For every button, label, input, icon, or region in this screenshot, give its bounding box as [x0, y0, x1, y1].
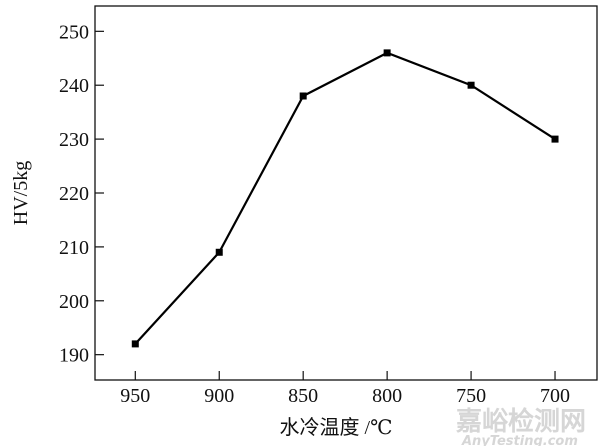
- watermark: 嘉峪检测网 AnyTesting.com: [456, 406, 586, 446]
- x-tick-label: 950: [120, 385, 150, 407]
- data-point: [131, 340, 139, 348]
- y-tick-label: 240: [59, 75, 89, 97]
- y-axis-label: HV/5kg: [10, 161, 32, 225]
- data-point: [467, 81, 475, 89]
- x-tick-label: 750: [456, 385, 486, 407]
- y-tick-label: 250: [59, 21, 89, 43]
- data-point: [551, 135, 559, 143]
- x-tick-label: 800: [372, 385, 402, 407]
- y-tick-label: 220: [59, 183, 89, 205]
- x-tick-label: 900: [204, 385, 234, 407]
- series-line: [134, 51, 556, 345]
- y-tick-label: 230: [59, 129, 89, 151]
- x-axis-label: 水冷温度 /℃: [280, 416, 393, 439]
- y-tick-label: 210: [59, 237, 89, 259]
- plot-frame: [94, 5, 598, 381]
- watermark-line2: AnyTesting.com: [461, 434, 578, 446]
- y-tick-label: 200: [59, 291, 89, 313]
- y-tick-label: 190: [59, 345, 89, 367]
- data-point: [383, 49, 391, 57]
- data-point: [215, 248, 223, 256]
- data-point: [299, 92, 307, 100]
- x-tick-label: 700: [540, 385, 570, 407]
- x-tick-label: 850: [288, 385, 318, 407]
- watermark-line1: 嘉峪检测网: [456, 406, 586, 437]
